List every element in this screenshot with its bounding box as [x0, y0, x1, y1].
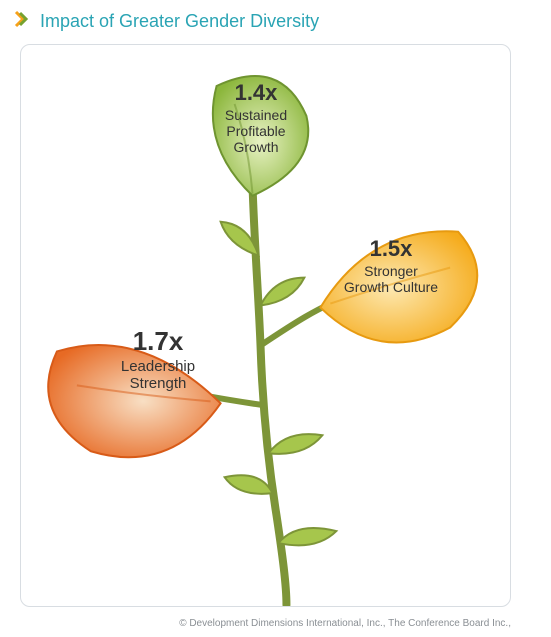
small-leaves — [221, 222, 337, 546]
leaf-left — [48, 345, 220, 457]
chevron-icon — [14, 10, 32, 33]
page-title: Impact of Greater Gender Diversity — [40, 11, 319, 32]
card: 1.4x SustainedProfitableGrowth 1.5x Stro… — [20, 44, 511, 607]
infographic-root: Impact of Greater Gender Diversity — [0, 0, 551, 637]
plant-svg — [21, 45, 510, 606]
header: Impact of Greater Gender Diversity — [0, 0, 551, 39]
leaf-right — [320, 231, 477, 342]
leaf-top — [213, 76, 308, 196]
footer-text: © Development Dimensions International, … — [179, 618, 511, 629]
